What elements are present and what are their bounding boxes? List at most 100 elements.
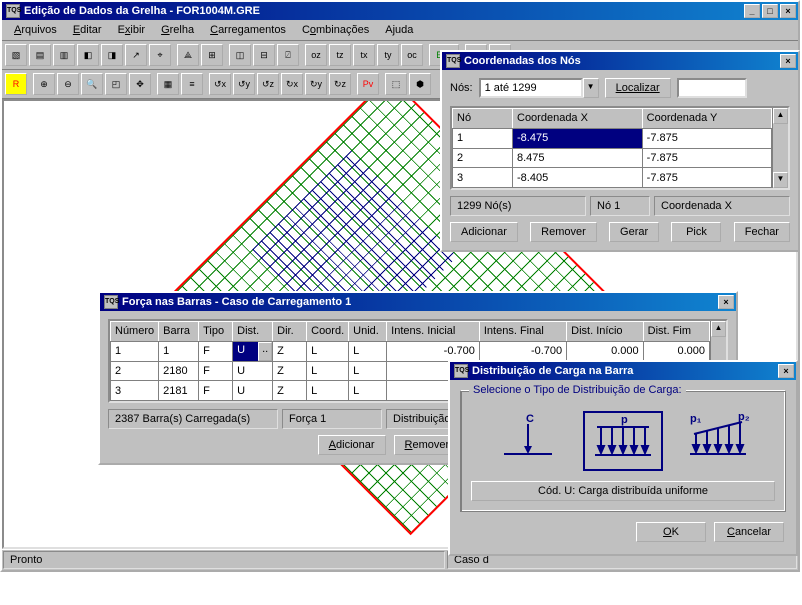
- app-icon: TQS: [104, 295, 118, 309]
- tool-icon[interactable]: tz: [329, 44, 351, 66]
- ok-button[interactable]: OK: [636, 522, 706, 542]
- grid-icon[interactable]: ▦: [157, 73, 179, 95]
- dist-dialog: TQS Distribuição de Carga na Barra × Sel…: [448, 360, 798, 556]
- menu-arquivos[interactable]: Arquivos: [6, 22, 65, 38]
- table-row[interactable]: 3 -8.405 -7.875: [453, 168, 772, 188]
- zoom-extents-icon[interactable]: ⊕: [33, 73, 55, 95]
- col-numero[interactable]: Número: [111, 322, 159, 342]
- col-tipo[interactable]: Tipo: [199, 322, 233, 342]
- col-y[interactable]: Coordenada Y: [642, 109, 771, 129]
- tool-r-icon[interactable]: R: [5, 73, 27, 95]
- axis-icon[interactable]: ↻z: [329, 73, 351, 95]
- selected-cell[interactable]: -8.475: [513, 128, 643, 148]
- dist-option-concentrated[interactable]: C: [488, 411, 568, 471]
- tool-icon[interactable]: tx: [353, 44, 375, 66]
- col-ifinal[interactable]: Intens. Final: [479, 322, 566, 342]
- adicionar-button[interactable]: Adicionar: [450, 222, 518, 242]
- close-button[interactable]: ×: [780, 54, 796, 68]
- tool-pv-icon[interactable]: Pv: [357, 73, 379, 95]
- col-dir[interactable]: Dir.: [273, 322, 307, 342]
- col-x[interactable]: Coordenada X: [513, 109, 643, 129]
- app-icon: TQS: [446, 54, 460, 68]
- maximize-button[interactable]: □: [762, 4, 778, 18]
- localizar-button[interactable]: Localizar: [605, 78, 671, 98]
- col-no[interactable]: Nó: [453, 109, 513, 129]
- tool-icon[interactable]: oc: [401, 44, 423, 66]
- col-barra[interactable]: Barra: [159, 322, 199, 342]
- menu-editar[interactable]: Editar: [65, 22, 110, 38]
- menu-grelha[interactable]: Grelha: [153, 22, 202, 38]
- search-field[interactable]: [677, 78, 747, 98]
- zoom-out-icon[interactable]: 🔍: [81, 73, 103, 95]
- nos-label: Nós:: [450, 82, 473, 94]
- close-button[interactable]: ×: [718, 295, 734, 309]
- dist-option-uniform[interactable]: p: [583, 411, 663, 471]
- cancel-button[interactable]: Cancelar: [714, 522, 784, 542]
- tool-icon[interactable]: ty: [377, 44, 399, 66]
- label-c: C: [526, 413, 534, 425]
- menu-ajuda[interactable]: Ajuda: [377, 22, 421, 38]
- col-dist[interactable]: Dist.: [233, 322, 273, 342]
- fechar-button[interactable]: Fechar: [734, 222, 790, 242]
- group-legend: Selecione o Tipo de Distribuição de Carg…: [469, 384, 686, 396]
- table-row[interactable]: 1 -8.475 -7.875: [453, 128, 772, 148]
- col-dfim[interactable]: Dist. Fim: [643, 322, 709, 342]
- table-row[interactable]: 2 8.475 -7.875: [453, 148, 772, 168]
- menu-carregamentos[interactable]: Carregamentos: [202, 22, 294, 38]
- remover-button[interactable]: Remover: [530, 222, 597, 242]
- table-row[interactable]: 1 1 F U.. Z L L -0.700 -0.700 0.000 0.00…: [111, 341, 710, 361]
- axis-icon[interactable]: ↺x: [209, 73, 231, 95]
- view-3d-icon[interactable]: ⬚: [385, 73, 407, 95]
- ellipsis-button[interactable]: ..: [258, 342, 272, 361]
- zoom-in-icon[interactable]: ⊖: [57, 73, 79, 95]
- tool-icon[interactable]: ▧: [5, 44, 27, 66]
- zoom-window-icon[interactable]: ◰: [105, 73, 127, 95]
- pan-icon[interactable]: ✥: [129, 73, 151, 95]
- menu-combinacoes[interactable]: Combinações: [294, 22, 377, 38]
- status-left: Pronto: [3, 551, 445, 569]
- close-button[interactable]: ×: [778, 364, 794, 378]
- tool-icon[interactable]: ↗: [125, 44, 147, 66]
- col-iinicial[interactable]: Intens. Inicial: [387, 322, 480, 342]
- forca-title: Força nas Barras - Caso de Carregamento …: [122, 296, 716, 308]
- adicionar-button[interactable]: Adicionar: [318, 435, 386, 455]
- selected-dist-cell[interactable]: U..: [233, 341, 273, 361]
- footer-count: 1299 Nó(s): [450, 196, 586, 216]
- tool-icon[interactable]: ⌖: [149, 44, 171, 66]
- col-dinicio[interactable]: Dist. Início: [567, 322, 643, 342]
- footer-forca: Força 1: [282, 409, 382, 429]
- axis-icon[interactable]: ↻x: [281, 73, 303, 95]
- tool-icon[interactable]: ◨: [101, 44, 123, 66]
- footer-count: 2387 Barra(s) Carregada(s): [108, 409, 278, 429]
- tool-icon[interactable]: ⍁: [277, 44, 299, 66]
- coord-title: Coordenadas dos Nós: [464, 55, 778, 67]
- gerar-button[interactable]: Gerar: [609, 222, 659, 242]
- footer-col: Coordenada X: [654, 196, 790, 216]
- tool-icon[interactable]: ⊟: [253, 44, 275, 66]
- dist-option-trapezoidal[interactable]: p₁ p₂: [678, 411, 758, 471]
- footer-current: Nó 1: [590, 196, 650, 216]
- col-unid[interactable]: Unid.: [349, 322, 387, 342]
- view-3d-icon[interactable]: ⬢: [409, 73, 431, 95]
- axis-icon[interactable]: ↺z: [257, 73, 279, 95]
- layers-icon[interactable]: ≡: [181, 73, 203, 95]
- pick-button[interactable]: Pick: [671, 222, 721, 242]
- dist-titlebar: TQS Distribuição de Carga na Barra ×: [450, 362, 796, 380]
- tool-icon[interactable]: ◧: [77, 44, 99, 66]
- close-button[interactable]: ×: [780, 4, 796, 18]
- col-coord[interactable]: Coord.: [307, 322, 349, 342]
- tool-icon[interactable]: oz: [305, 44, 327, 66]
- axis-icon[interactable]: ↻y: [305, 73, 327, 95]
- tool-icon[interactable]: ◫: [229, 44, 251, 66]
- axis-icon[interactable]: ↺y: [233, 73, 255, 95]
- nos-combo[interactable]: 1 até 1299 ▼: [479, 78, 599, 98]
- tool-icon[interactable]: ▥: [53, 44, 75, 66]
- menu-exibir[interactable]: Exibir: [110, 22, 154, 38]
- tool-icon[interactable]: ⊞: [201, 44, 223, 66]
- minimize-button[interactable]: _: [744, 4, 760, 18]
- tool-icon[interactable]: ⟁: [177, 44, 199, 66]
- dist-title: Distribuição de Carga na Barra: [472, 365, 776, 377]
- scrollbar[interactable]: [772, 108, 788, 188]
- tool-icon[interactable]: ▤: [29, 44, 51, 66]
- chevron-down-icon[interactable]: ▼: [583, 78, 599, 98]
